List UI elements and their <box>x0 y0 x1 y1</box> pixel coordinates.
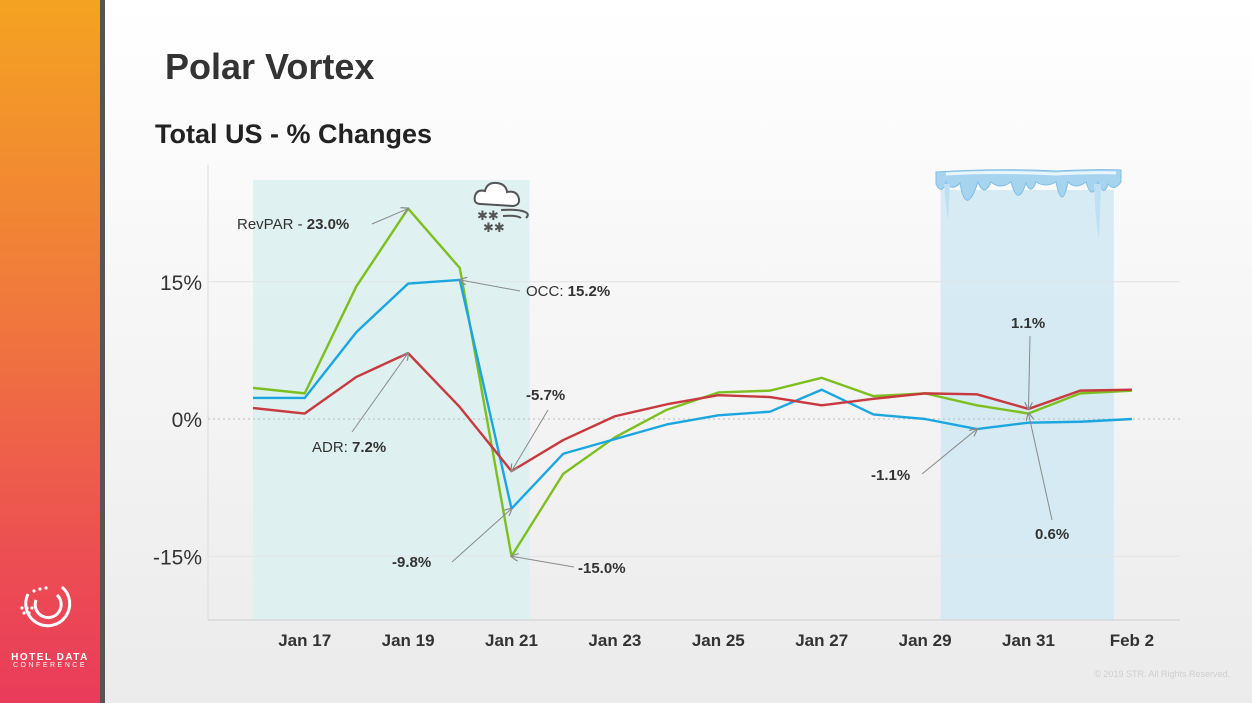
chart-subtitle: Total US - % Changes <box>155 119 433 149</box>
page-title: Polar Vortex <box>165 46 375 87</box>
x-tick-label: Jan 21 <box>485 631 538 650</box>
logo-text-line1: HOTEL DATA <box>11 652 89 663</box>
y-tick-label: -15% <box>153 546 202 569</box>
annotation-label: 0.6% <box>1035 526 1069 543</box>
annotation-arrow <box>512 556 575 568</box>
annotation-arrow <box>460 280 521 292</box>
x-tick-label: Jan 27 <box>795 631 848 650</box>
annotation-label: -9.8% <box>392 554 431 571</box>
annotation-arrow <box>351 353 408 433</box>
annotation-value: -5.7% <box>526 387 565 404</box>
x-tick-label: Jan 29 <box>899 631 952 650</box>
svg-text:✱✱: ✱✱ <box>483 221 505 236</box>
snow-cloud-icon: ✱✱✱✱ <box>473 181 529 236</box>
series-line-revpar <box>252 207 1132 558</box>
annotation-value: -1.1% <box>871 467 910 484</box>
annotation-label: -1.1% <box>871 467 910 484</box>
series-line-adr <box>252 351 1132 473</box>
logo-text-line2: CONFERENCE <box>12 662 87 669</box>
annotation-arrow <box>371 209 408 225</box>
annotation-value: -15.0% <box>578 560 626 577</box>
side-accent-bar <box>0 0 100 703</box>
copyright-notice: © 2019 STR. All Rights Reserved. <box>1094 669 1230 679</box>
annotation-value: 7.2% <box>352 439 386 456</box>
annotation-label: ADR: 7.2% <box>312 439 386 456</box>
annotation-arrow <box>921 429 977 475</box>
x-tick-label: Jan 31 <box>1002 631 1055 650</box>
annotation-prefix: OCC: <box>526 283 568 300</box>
annotation-value: -9.8% <box>392 554 431 571</box>
late-january-period-band <box>940 190 1114 620</box>
x-tick-label: Jan 17 <box>278 631 331 650</box>
y-tick-label: 0% <box>172 409 202 432</box>
annotation-arrow <box>451 509 512 563</box>
annotation-label: RevPAR - 23.0% <box>237 216 349 233</box>
svg-text:✱✱: ✱✱ <box>477 209 499 224</box>
annotation-arrow <box>1029 335 1031 409</box>
icicles-icon <box>935 169 1122 238</box>
x-tick-label: Jan 25 <box>692 631 745 650</box>
annotation-prefix: RevPAR - <box>237 216 307 233</box>
annotation-label: -5.7% <box>526 387 565 404</box>
annotation-value: 15.2% <box>568 283 611 300</box>
conference-logo-icon <box>0 580 100 655</box>
x-tick-label: Feb 2 <box>1110 631 1154 650</box>
x-tick-label: Jan 19 <box>382 631 435 650</box>
annotation-label: -15.0% <box>578 560 626 577</box>
annotation-arrow <box>1029 414 1053 521</box>
annotation-prefix: ADR: <box>312 439 352 456</box>
annotation-value: 23.0% <box>307 216 350 233</box>
y-tick-label: 15% <box>160 272 202 295</box>
annotation-label: 1.1% <box>1011 315 1045 332</box>
x-tick-label: Jan 23 <box>588 631 641 650</box>
side-divider <box>100 0 105 703</box>
annotation-value: 0.6% <box>1035 526 1069 543</box>
annotation-label: OCC: 15.2% <box>526 283 610 300</box>
annotation-arrow <box>512 409 549 471</box>
series-line-occ <box>253 278 1132 510</box>
annotation-value: 1.1% <box>1011 315 1045 332</box>
